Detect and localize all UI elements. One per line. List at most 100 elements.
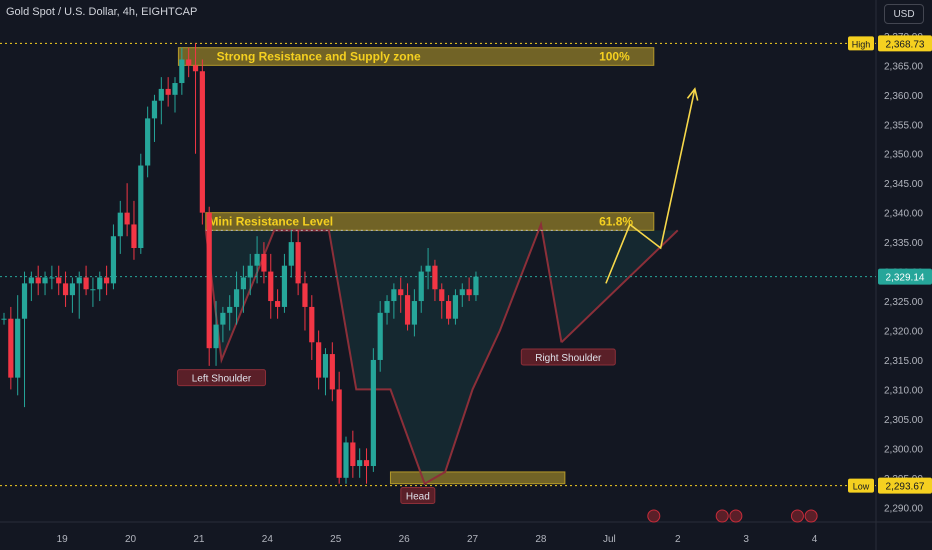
candle-body — [83, 277, 89, 290]
candle-body — [295, 242, 301, 284]
candle-body — [15, 318, 21, 378]
candle-body — [110, 236, 117, 284]
candle-body — [329, 354, 335, 390]
candle-body — [97, 277, 103, 290]
x-tick-label: 2 — [675, 534, 681, 545]
candle-body — [90, 289, 96, 291]
zone-label: Strong Resistance and Supply zone — [217, 50, 421, 64]
candle-body — [233, 289, 240, 307]
candle-body — [302, 283, 308, 307]
candle-body — [377, 312, 383, 360]
candle-body — [281, 265, 288, 307]
high-value-badge — [878, 35, 932, 52]
candle-body — [418, 271, 424, 302]
candle-body — [363, 460, 370, 467]
candle-body — [172, 83, 178, 95]
candle-body — [411, 301, 417, 325]
candle-body — [199, 71, 205, 213]
pattern-label: Head — [406, 491, 430, 502]
y-tick-label: 2,325.00 — [884, 297, 923, 308]
y-tick-label: 2,340.00 — [884, 209, 923, 220]
candle-body — [145, 118, 151, 166]
resistance-zone — [389, 471, 566, 485]
current-price-value: 2,329.14 — [886, 273, 925, 284]
candle-body — [179, 59, 185, 84]
candle-body — [69, 283, 75, 296]
y-tick-label: 2,320.00 — [884, 327, 923, 338]
candle-body — [151, 100, 158, 119]
candle-body — [322, 354, 329, 378]
candle-body — [452, 295, 459, 319]
x-tick-label: 19 — [57, 534, 69, 545]
candle-body — [309, 306, 315, 343]
projection-arrow-head — [686, 87, 699, 101]
candle-body — [240, 277, 246, 290]
y-tick-label: 2,290.00 — [884, 503, 923, 514]
x-tick-label: 24 — [262, 534, 274, 545]
candle-body — [466, 289, 472, 296]
y-tick-label: 2,350.00 — [884, 150, 923, 161]
pattern-label: Right Shoulder — [535, 353, 602, 364]
candle-body — [117, 212, 123, 237]
resistance-zone — [177, 47, 655, 66]
candle-body — [42, 277, 48, 284]
candle-body — [357, 460, 363, 467]
y-tick-label: 2,365.00 — [884, 61, 923, 72]
candle-body — [138, 165, 144, 249]
x-tick-label: 27 — [467, 534, 479, 545]
projection-path — [605, 88, 696, 284]
candle-body — [432, 265, 438, 290]
candle-body — [316, 342, 322, 378]
candle-body — [247, 265, 253, 278]
candle-body — [35, 277, 41, 284]
y-tick-label: 2,360.00 — [884, 91, 923, 102]
y-tick-label: 2,315.00 — [884, 356, 923, 367]
candle-body — [124, 212, 130, 225]
us-flag-event-icon[interactable] — [729, 509, 743, 523]
chart-title: Gold Spot / U.S. Dollar, 4h, EIGHTCAP — [6, 6, 198, 18]
candle-body — [398, 289, 404, 296]
candle-body — [165, 88, 171, 95]
currency-button[interactable]: USD — [884, 4, 924, 24]
us-flag-event-icon[interactable] — [715, 509, 729, 523]
pattern-label: Left Shoulder — [192, 374, 252, 385]
candle-body — [192, 65, 199, 72]
candle-body — [56, 277, 62, 284]
current-price-value-badge — [878, 268, 932, 285]
candle-body — [104, 277, 110, 284]
candle-body — [268, 271, 274, 302]
low-value: 2,293.67 — [886, 482, 925, 493]
y-tick-label: 2,345.00 — [884, 179, 923, 190]
fib-label: 61.8% — [599, 214, 633, 228]
candle-body — [350, 442, 356, 467]
us-flag-event-icon[interactable] — [647, 509, 661, 523]
zone-label: Mini Resistance Level — [208, 214, 333, 228]
candle-body — [425, 265, 431, 272]
x-tick-label: 21 — [193, 534, 205, 545]
x-tick-label: 20 — [125, 534, 137, 545]
us-flag-event-icon[interactable] — [804, 509, 818, 523]
candle-body — [1, 318, 7, 320]
candle-body — [370, 359, 376, 467]
candle-body — [473, 276, 479, 296]
pattern-fill — [205, 224, 678, 484]
candle-body — [158, 88, 164, 101]
y-tick-label: 2,310.00 — [884, 385, 923, 396]
x-tick-label: Jul — [603, 534, 616, 545]
candle-body — [206, 212, 212, 349]
low-tag-label: Low — [853, 482, 870, 492]
head-and-shoulders-line — [204, 220, 563, 486]
pattern-label-box — [520, 348, 616, 366]
low-tag — [848, 478, 874, 493]
y-tick-label: 2,305.00 — [884, 415, 923, 426]
candle-body — [343, 442, 349, 478]
x-tick-label: 4 — [812, 534, 818, 545]
candle-body — [49, 277, 55, 279]
x-tick-label: 28 — [535, 534, 547, 545]
us-flag-event-icon[interactable] — [790, 509, 804, 523]
candle-body — [384, 301, 390, 313]
high-value: 2,368.73 — [886, 39, 925, 50]
candle-body — [254, 253, 260, 266]
right-shoulder-trendline — [560, 229, 679, 344]
